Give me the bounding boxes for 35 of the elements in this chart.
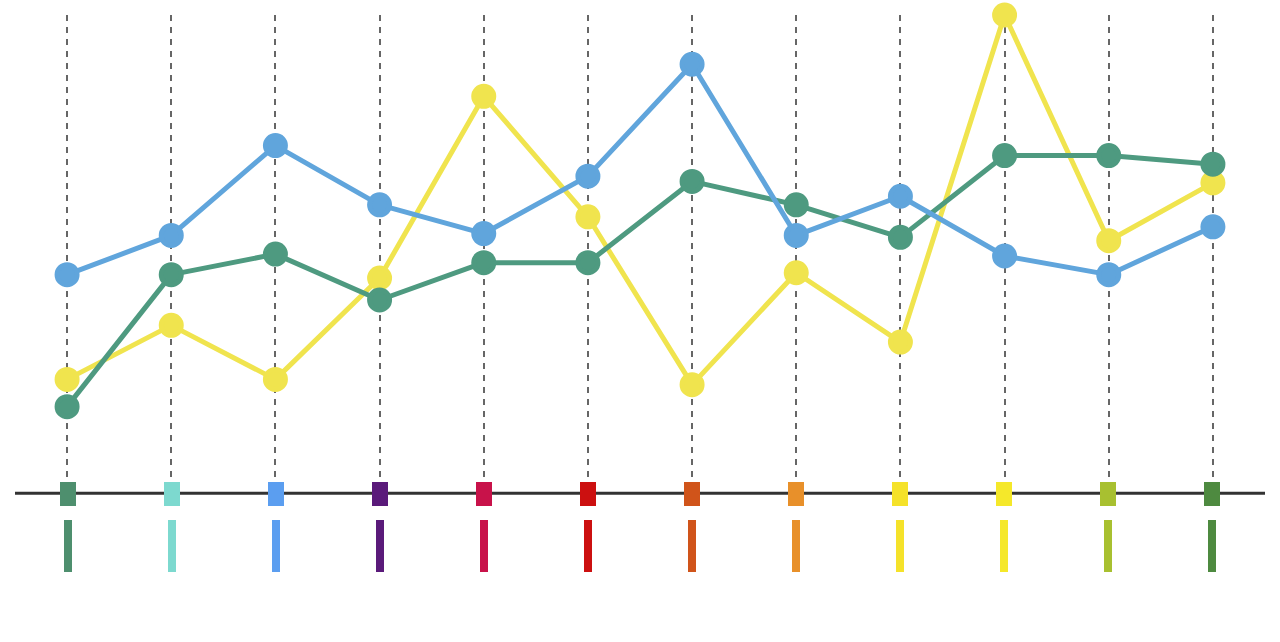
- point: [1200, 151, 1226, 177]
- point: [992, 143, 1018, 169]
- point: [471, 250, 497, 276]
- point: [471, 83, 497, 109]
- point: [262, 133, 288, 159]
- point: [887, 183, 913, 209]
- point: [679, 51, 705, 77]
- point: [54, 394, 80, 420]
- point: [992, 2, 1018, 28]
- point: [262, 366, 288, 392]
- point: [158, 312, 184, 338]
- point: [1096, 262, 1122, 288]
- point: [367, 192, 393, 218]
- point: [1200, 214, 1226, 240]
- point: [783, 222, 809, 248]
- point: [575, 204, 601, 230]
- point: [783, 192, 809, 218]
- point: [54, 366, 80, 392]
- point: [783, 260, 809, 286]
- point: [367, 287, 393, 313]
- point: [471, 221, 497, 247]
- point: [679, 168, 705, 194]
- point: [262, 241, 288, 267]
- point: [158, 262, 184, 288]
- point: [992, 243, 1018, 269]
- point: [158, 222, 184, 248]
- point: [367, 265, 393, 291]
- point: [887, 224, 913, 250]
- point: [575, 250, 601, 276]
- point: [679, 372, 705, 398]
- point: [575, 163, 601, 189]
- point: [887, 329, 913, 355]
- point: [54, 262, 80, 288]
- point: [1096, 228, 1122, 254]
- point: [1096, 143, 1122, 169]
